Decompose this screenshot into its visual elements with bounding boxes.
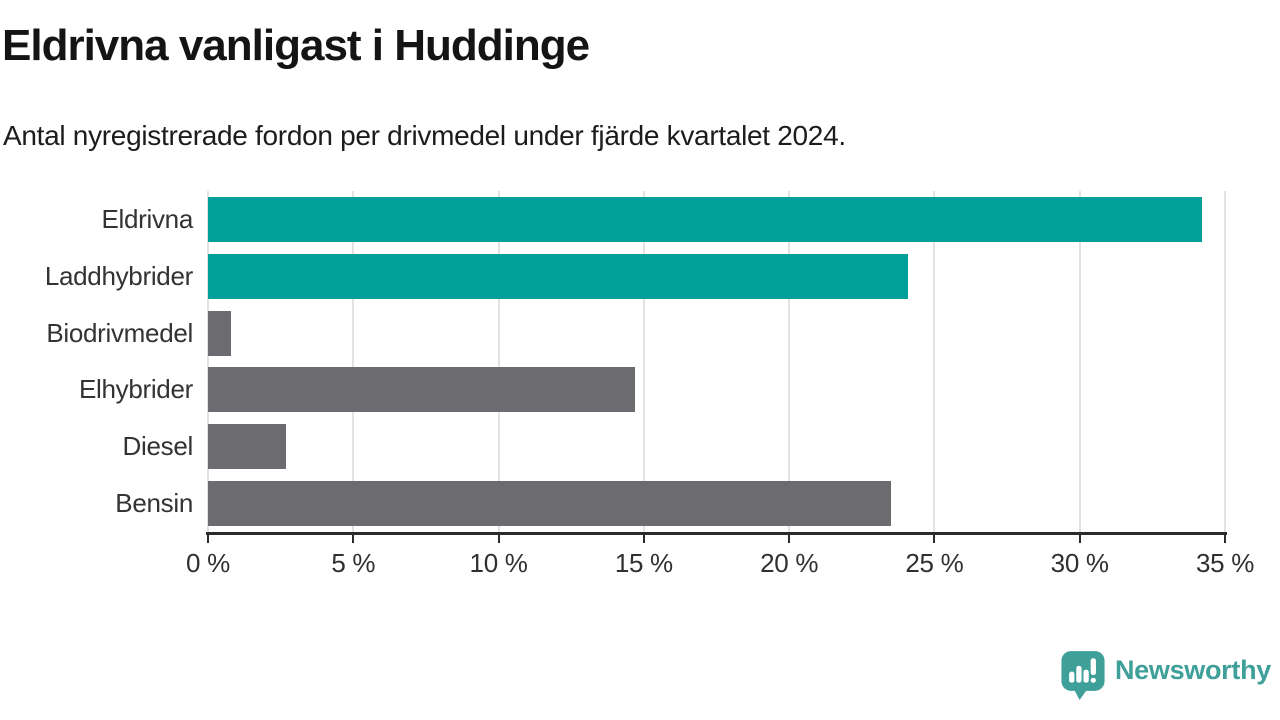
- gridline-30: [1078, 191, 1081, 532]
- tick-mark-30: [1078, 535, 1081, 543]
- category-label-biodrivmedel: Biodrivmedel: [46, 317, 193, 348]
- bar-chart-plot-area: [207, 191, 1226, 532]
- newsworthy-logo: Newsworthy: [1060, 649, 1271, 702]
- gridline-5: [352, 191, 355, 532]
- newsworthy-wordmark: Newsworthy: [1114, 655, 1271, 685]
- category-label-eldrivna: Eldrivna: [101, 203, 193, 234]
- tick-label-35: 35 %: [1195, 548, 1255, 578]
- gridline-20: [788, 191, 791, 532]
- tick-mark-35: [1224, 535, 1226, 543]
- bar-eldrivna: [208, 196, 1202, 242]
- category-label-bensin: Bensin: [115, 488, 193, 519]
- category-label-elhybrider: Elhybrider: [78, 374, 193, 405]
- x-axis: 0 % 5 % 10 % 15 % 20 % 25 % 30 % 35 %: [186, 535, 1254, 585]
- bar-diesel: [208, 424, 287, 470]
- chart-title: Eldrivna vanligast i Huddinge: [2, 21, 590, 70]
- bar-laddhybrider: [208, 253, 909, 299]
- x-axis-line: [206, 532, 1227, 535]
- tick-mark-25: [933, 535, 936, 543]
- category-label-laddhybrider: Laddhybrider: [44, 260, 193, 291]
- gridline-25: [933, 191, 936, 532]
- gridline-35: [1224, 191, 1226, 532]
- bar-chart-speech-bubble-icon: [1061, 651, 1105, 700]
- tick-mark-20: [788, 535, 791, 543]
- tick-label-15: 15 %: [614, 548, 673, 578]
- tick-label-0: 0 %: [186, 548, 230, 578]
- tick-mark-10: [497, 535, 500, 543]
- gridline-10: [497, 191, 500, 532]
- tick-label-20: 20 %: [760, 548, 819, 578]
- tick-label-5: 5 %: [331, 548, 376, 578]
- tick-mark-5: [352, 535, 355, 543]
- gridline-0: [207, 191, 209, 532]
- gridline-15: [642, 191, 645, 532]
- tick-label-10: 10 %: [469, 548, 528, 578]
- tick-mark-0: [207, 535, 209, 543]
- chart-subtitle: Antal nyregistrerade fordon per drivmede…: [3, 120, 846, 151]
- tick-label-25: 25 %: [905, 548, 964, 578]
- category-label-diesel: Diesel: [122, 431, 194, 462]
- category-axis: Eldrivna Laddhybrider Biodrivmedel Elhybrid…: [0, 191, 193, 532]
- bar-biodrivmedel: [208, 310, 232, 356]
- bar-bensin: [208, 481, 891, 527]
- tick-mark-15: [642, 535, 645, 543]
- tick-label-30: 30 %: [1050, 548, 1109, 578]
- bar-elhybrider: [208, 367, 636, 413]
